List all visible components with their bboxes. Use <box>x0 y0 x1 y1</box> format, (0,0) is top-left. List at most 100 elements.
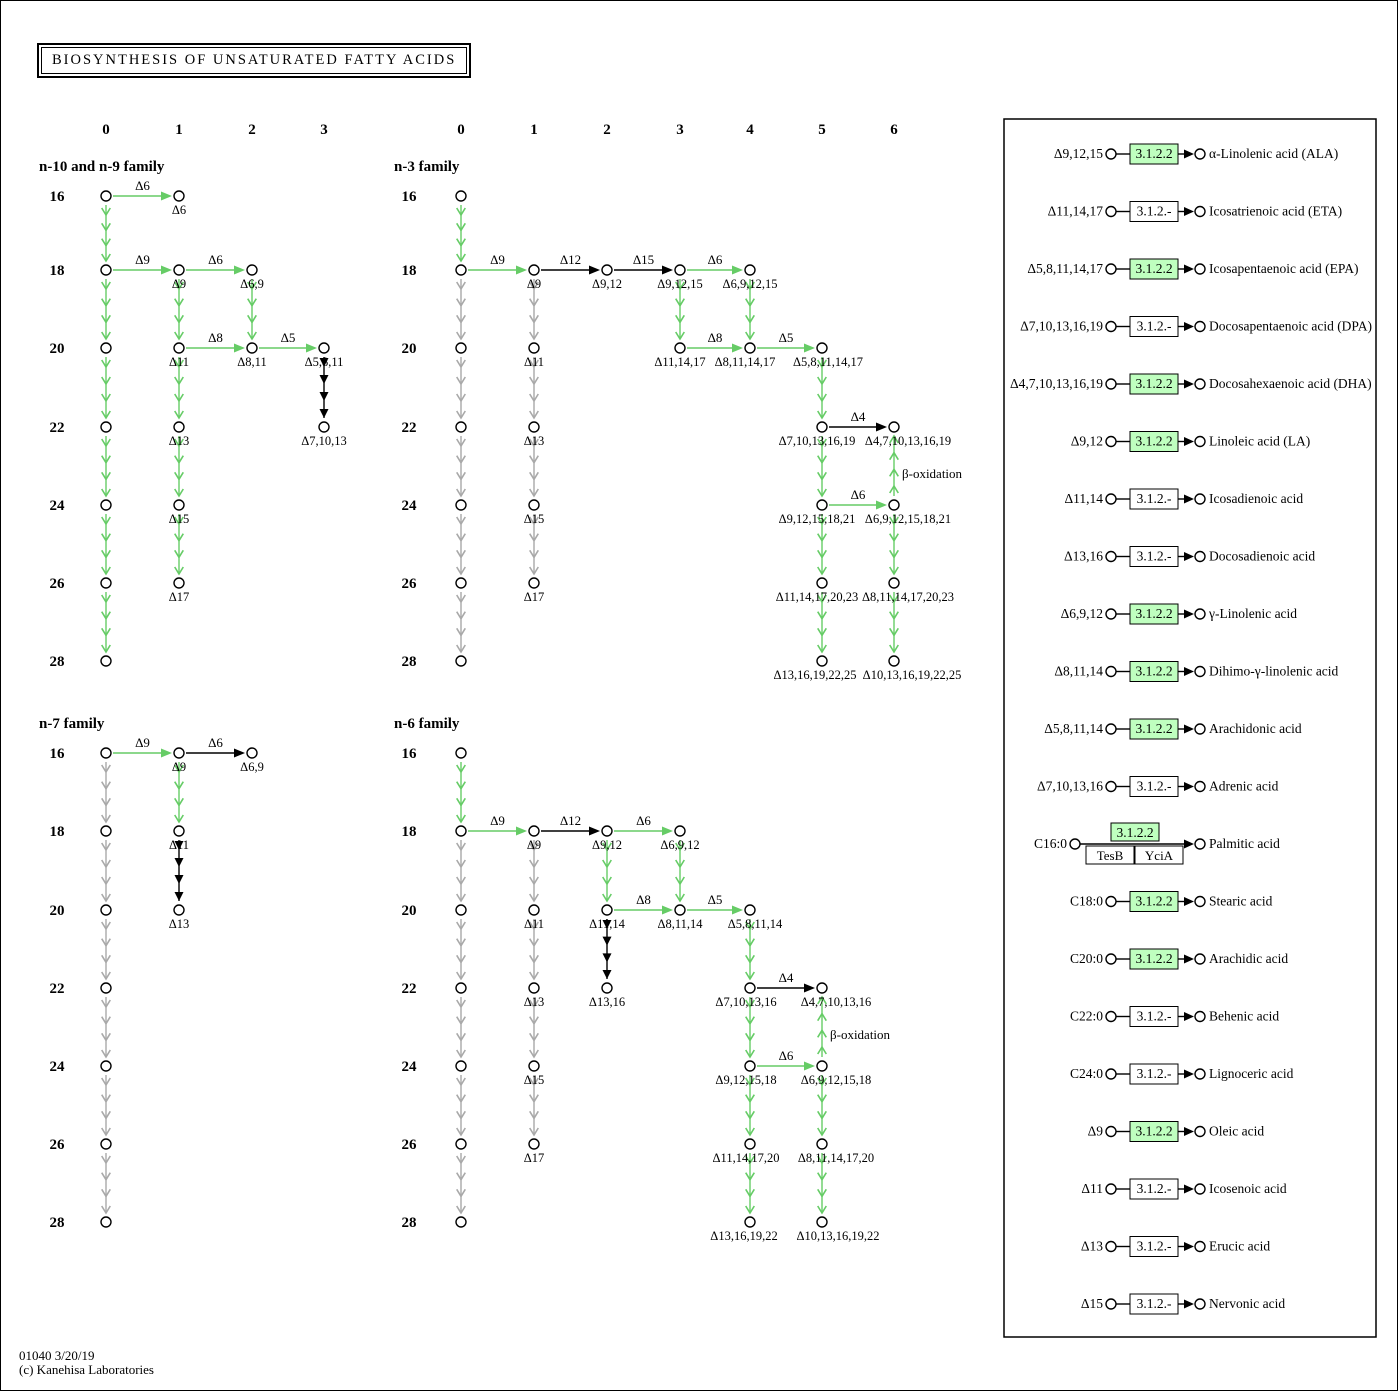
compound-node[interactable] <box>816 982 828 994</box>
compound-node[interactable] <box>455 342 467 354</box>
compound-node[interactable] <box>173 190 185 202</box>
legend-compound-node[interactable] <box>1194 953 1206 965</box>
legend-compound-node[interactable] <box>1194 1125 1206 1138</box>
legend-compound-node[interactable] <box>1105 665 1117 678</box>
legend-compound-node[interactable] <box>1105 1298 1117 1310</box>
legend-compound-node[interactable] <box>1105 780 1117 793</box>
compound-node[interactable] <box>816 421 828 433</box>
legend-compound-node[interactable] <box>1105 550 1117 563</box>
legend-compound-node[interactable] <box>1105 895 1117 908</box>
compound-node[interactable] <box>744 1138 756 1150</box>
compound-node[interactable] <box>455 747 467 759</box>
compound-node[interactable] <box>674 825 686 837</box>
compound-node[interactable] <box>601 825 613 837</box>
compound-node[interactable] <box>173 342 185 354</box>
legend-compound-node[interactable] <box>1105 263 1117 275</box>
compound-node[interactable] <box>744 264 756 276</box>
legend-compound-node[interactable] <box>1194 723 1206 735</box>
compound-node[interactable] <box>674 342 686 354</box>
compound-node[interactable] <box>173 577 185 589</box>
legend-compound-node[interactable] <box>1105 493 1117 505</box>
legend-compound-node[interactable] <box>1194 320 1206 333</box>
compound-node[interactable] <box>455 190 467 202</box>
compound-node[interactable] <box>816 1060 828 1072</box>
legend-compound-node[interactable] <box>1194 148 1206 160</box>
legend-compound-node[interactable] <box>1105 1240 1117 1253</box>
compound-node[interactable] <box>601 982 613 994</box>
legend-compound-node[interactable] <box>1194 1298 1206 1310</box>
legend-compound-node[interactable] <box>1194 1068 1206 1080</box>
compound-node[interactable] <box>100 655 112 667</box>
compound-node[interactable] <box>601 264 613 276</box>
compound-node[interactable] <box>528 904 540 916</box>
compound-node[interactable] <box>455 421 467 433</box>
legend-compound-node[interactable] <box>1105 435 1117 448</box>
legend-compound-node[interactable] <box>1069 838 1081 850</box>
compound-node[interactable] <box>100 982 112 994</box>
compound-node[interactable] <box>173 825 185 837</box>
compound-node[interactable] <box>744 342 756 354</box>
compound-node[interactable] <box>246 264 258 276</box>
legend-compound-node[interactable] <box>1194 1010 1206 1023</box>
compound-node[interactable] <box>528 577 540 589</box>
legend-compound-node[interactable] <box>1194 665 1206 678</box>
legend-compound-node[interactable] <box>1105 723 1117 735</box>
pathway-title-box[interactable]: BIOSYNTHESIS OF UNSATURATED FATTY ACIDS <box>36 43 472 78</box>
compound-node[interactable] <box>816 1216 828 1228</box>
compound-node[interactable] <box>246 747 258 759</box>
compound-node[interactable] <box>888 499 900 511</box>
compound-node[interactable] <box>173 421 185 433</box>
compound-node[interactable] <box>318 342 330 354</box>
compound-node[interactable] <box>528 982 540 994</box>
legend-compound-node[interactable] <box>1105 1183 1117 1195</box>
compound-node[interactable] <box>455 1216 467 1228</box>
compound-node[interactable] <box>528 825 540 837</box>
legend-compound-node[interactable] <box>1194 780 1206 793</box>
legend-compound-node[interactable] <box>1194 205 1206 218</box>
legend-compound-node[interactable] <box>1194 378 1206 390</box>
compound-node[interactable] <box>528 421 540 433</box>
compound-node[interactable] <box>528 264 540 276</box>
compound-node[interactable] <box>100 264 112 276</box>
compound-node[interactable] <box>674 904 686 916</box>
enzyme-box[interactable] <box>1134 845 1184 865</box>
compound-node[interactable] <box>100 825 112 837</box>
legend-compound-node[interactable] <box>1194 550 1206 563</box>
legend-compound-node[interactable] <box>1105 378 1117 390</box>
compound-node[interactable] <box>455 982 467 994</box>
compound-node[interactable] <box>100 747 112 759</box>
compound-node[interactable] <box>455 264 467 276</box>
compound-node[interactable] <box>601 904 613 916</box>
compound-node[interactable] <box>173 747 185 759</box>
compound-node[interactable] <box>100 1060 112 1072</box>
compound-node[interactable] <box>173 499 185 511</box>
compound-node[interactable] <box>674 264 686 276</box>
legend-compound-node[interactable] <box>1105 1010 1117 1023</box>
enzyme-box[interactable] <box>1110 822 1160 842</box>
compound-node[interactable] <box>528 499 540 511</box>
compound-node[interactable] <box>100 342 112 354</box>
compound-node[interactable] <box>100 190 112 202</box>
compound-node[interactable] <box>888 655 900 667</box>
legend-compound-node[interactable] <box>1194 838 1206 850</box>
compound-node[interactable] <box>100 499 112 511</box>
compound-node[interactable] <box>816 499 828 511</box>
compound-node[interactable] <box>744 904 756 916</box>
compound-node[interactable] <box>528 342 540 354</box>
legend-compound-node[interactable] <box>1105 1068 1117 1080</box>
compound-node[interactable] <box>318 421 330 433</box>
legend-compound-node[interactable] <box>1105 953 1117 965</box>
compound-node[interactable] <box>816 655 828 667</box>
compound-node[interactable] <box>816 1138 828 1150</box>
compound-node[interactable] <box>816 577 828 589</box>
compound-node[interactable] <box>100 1138 112 1150</box>
compound-node[interactable] <box>100 904 112 916</box>
compound-node[interactable] <box>100 1216 112 1228</box>
legend-compound-node[interactable] <box>1194 263 1206 275</box>
legend-compound-node[interactable] <box>1105 320 1117 333</box>
compound-node[interactable] <box>173 264 185 276</box>
compound-node[interactable] <box>744 982 756 994</box>
compound-node[interactable] <box>246 342 258 354</box>
compound-node[interactable] <box>455 577 467 589</box>
legend-compound-node[interactable] <box>1194 1183 1206 1195</box>
